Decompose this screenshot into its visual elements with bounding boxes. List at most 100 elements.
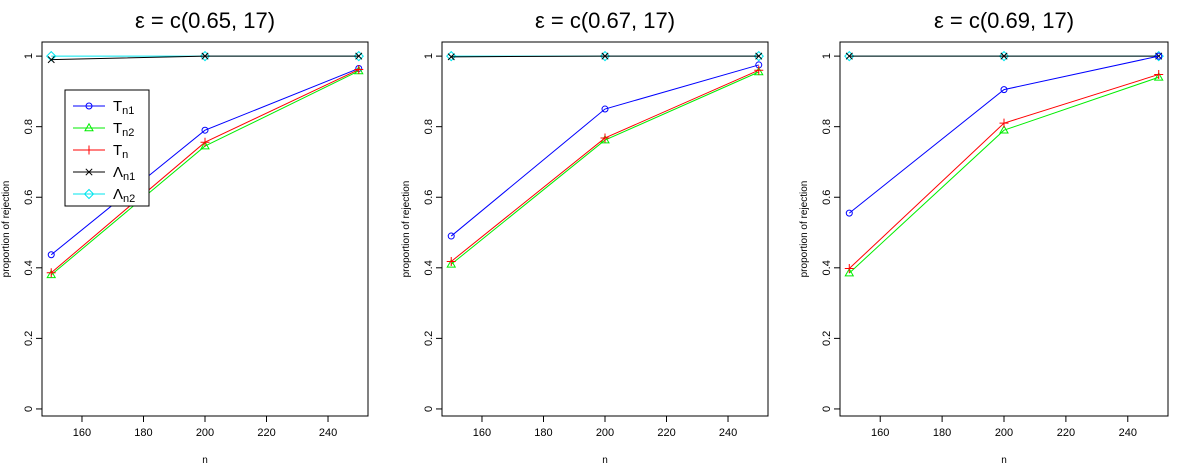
chart-title: ε = c(0.69, 17) <box>934 8 1074 33</box>
x-tick-label: 220 <box>257 427 275 439</box>
data-point <box>47 56 55 64</box>
legend-marker <box>83 188 95 200</box>
legend-marker <box>84 122 94 132</box>
y-tick-label: 0.8 <box>423 119 435 134</box>
data-point <box>353 50 364 62</box>
x-tick-label: 160 <box>73 427 91 439</box>
chart-title: ε = c(0.67, 17) <box>535 8 675 33</box>
x-tick-label: 180 <box>534 427 552 439</box>
chart-panel-2: ε = c(0.67, 17) 160 180 200 220 240 0 0.2 0.4 0.6… <box>401 8 769 466</box>
legend-label: Tn2 <box>113 120 134 139</box>
data-point <box>999 118 1009 128</box>
series-line-Tn <box>848 73 1159 269</box>
x-tick-label: 160 <box>871 427 889 439</box>
series-line-Tn1 <box>50 67 359 256</box>
legend-box <box>64 89 150 207</box>
data-point <box>354 65 364 75</box>
y-tick-label: 0.4 <box>423 260 435 275</box>
data-point <box>599 50 611 62</box>
x-tick-label: 240 <box>1119 427 1137 439</box>
data-point <box>844 50 855 62</box>
data-point <box>999 124 1009 134</box>
x-tick-label: 180 <box>134 427 152 439</box>
data-point <box>845 52 853 60</box>
legend-label: Tn <box>113 142 128 161</box>
data-point <box>844 267 855 277</box>
data-point <box>355 52 363 60</box>
x-tick-label: 220 <box>657 427 675 439</box>
legend-label: Λn2 <box>113 186 135 205</box>
data-point <box>755 52 763 60</box>
x-axis-label: n <box>602 455 608 466</box>
data-point <box>845 209 853 217</box>
data-point <box>1153 72 1164 81</box>
y-tick-label: 0.6 <box>423 190 435 205</box>
y-tick-label: 0 <box>23 406 35 412</box>
x-axis-label: n <box>1001 455 1007 466</box>
data-point <box>1000 86 1008 94</box>
plot-frame <box>839 41 1169 417</box>
x-tick-label: 200 <box>995 427 1013 439</box>
data-point <box>601 52 609 60</box>
chart-panel-3: ε = c(0.69, 17) 160 180 200 220 240 0 0.2 0.4 0.6… <box>799 8 1169 466</box>
y-tick-label: 0 <box>423 406 435 412</box>
data-point <box>1154 69 1164 79</box>
y-tick-label: 0.6 <box>23 190 35 205</box>
data-point <box>199 50 211 62</box>
series-line-Tn1 <box>848 55 1159 214</box>
y-tick-label: 0.8 <box>23 119 35 134</box>
data-point <box>998 50 1010 62</box>
legend-label: Tn1 <box>113 98 134 117</box>
y-axis-label: proportion of rejection <box>799 181 810 278</box>
x-tick-label: 240 <box>319 427 337 439</box>
y-tick-label: 0.6 <box>821 190 833 205</box>
data-point <box>447 232 455 240</box>
data-point <box>754 65 764 75</box>
legend-label: Λn1 <box>113 164 135 183</box>
data-point <box>200 140 210 150</box>
x-axis-label: n <box>202 455 208 466</box>
data-point <box>1155 52 1163 60</box>
y-tick-label: 0.4 <box>23 260 35 275</box>
x-tick-label: 160 <box>473 427 491 439</box>
chart-panel-1: ε = c(0.65, 17) 160 180 200 220 240 0 0.2 0.4 0.6… <box>1 8 369 466</box>
y-tick-label: 0.2 <box>23 331 35 346</box>
legend-marker <box>85 168 93 176</box>
data-point <box>46 268 56 278</box>
y-axis-label: proportion of rejection <box>1 181 12 278</box>
x-tick-label: 220 <box>1057 427 1075 439</box>
data-point <box>201 52 209 60</box>
series-line-Tn <box>450 69 759 262</box>
data-point <box>46 269 57 279</box>
series-line-Tn2 <box>450 71 759 265</box>
data-point <box>446 259 457 268</box>
data-point <box>753 50 764 62</box>
x-tick-label: 200 <box>596 427 614 439</box>
y-tick-label: 0.2 <box>821 331 833 346</box>
x-tick-label: 240 <box>719 427 737 439</box>
y-tick-label: 1 <box>821 53 833 59</box>
y-tick-label: 1 <box>23 53 35 59</box>
series-line-Tn1 <box>450 64 759 237</box>
data-point <box>47 251 55 259</box>
y-axis-label: proportion of rejection <box>401 181 412 278</box>
data-point <box>844 264 854 274</box>
legend-marker <box>84 145 94 155</box>
y-tick-label: 0.8 <box>821 119 833 134</box>
legend-marker <box>85 102 93 110</box>
series-line-Tn2 <box>848 76 1159 274</box>
x-tick-label: 180 <box>933 427 951 439</box>
data-point <box>201 126 209 134</box>
data-point <box>1000 52 1008 60</box>
data-point <box>446 256 456 266</box>
y-tick-label: 0.4 <box>821 260 833 275</box>
y-tick-label: 0 <box>821 406 833 412</box>
data-point <box>601 105 609 113</box>
y-tick-label: 0.2 <box>423 331 435 346</box>
data-point <box>447 53 455 61</box>
x-tick-label: 200 <box>196 427 214 439</box>
data-point <box>446 50 457 62</box>
chart-title: ε = c(0.65, 17) <box>135 8 275 33</box>
y-tick-label: 1 <box>423 53 435 59</box>
